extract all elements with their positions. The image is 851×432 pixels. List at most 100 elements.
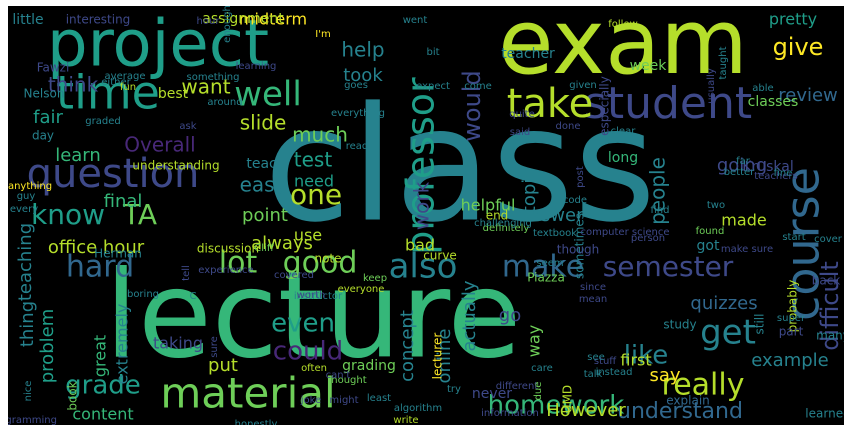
cloud-word: taught: [718, 46, 729, 79]
cloud-word: easy: [240, 173, 287, 197]
cloud-word: stuff: [594, 356, 617, 367]
cloud-word: even: [271, 309, 335, 339]
cloud-word: lecturer: [431, 333, 445, 380]
cloud-word: point: [242, 205, 288, 226]
cloud-word: difficult: [816, 261, 844, 351]
cloud-word: algorithm: [394, 403, 442, 414]
cloud-word: help: [341, 38, 384, 62]
cloud-word: post: [575, 166, 586, 188]
cloud-word: average: [105, 71, 146, 82]
cloud-word: different: [496, 381, 539, 392]
cloud-word: many: [816, 329, 844, 343]
cloud-word: make sure: [721, 244, 773, 255]
cloud-word: either: [101, 77, 131, 88]
cloud-word: challenging: [474, 218, 532, 229]
cloud-word: TA: [122, 198, 157, 231]
cloud-word: extremely: [113, 304, 132, 385]
cloud-word: Herman: [94, 247, 142, 261]
cloud-word: study: [663, 318, 696, 332]
cloud-word: classes: [748, 94, 799, 110]
cloud-word: one: [290, 178, 342, 211]
cloud-word: said: [510, 127, 530, 138]
cloud-word: actually: [459, 280, 480, 351]
cloud-word: say: [649, 365, 680, 386]
cloud-word: cover: [814, 234, 843, 245]
cloud-word: work: [410, 181, 434, 230]
cloud-word: midterm: [239, 10, 307, 29]
cloud-word: given: [569, 80, 597, 91]
cloud-word: information: [481, 408, 539, 419]
cloud-word: part: [779, 325, 804, 339]
cloud-word: found: [696, 226, 725, 237]
cloud-word: made: [721, 211, 766, 230]
cloud-word: boring: [127, 289, 159, 300]
cloud-word: thing: [17, 301, 38, 347]
cloud-word: would: [458, 70, 486, 141]
cloud-word: topic: [519, 169, 540, 213]
cloud-word: quizzes: [690, 293, 757, 314]
cloud-word: might: [329, 395, 358, 406]
cloud-word: review: [778, 85, 838, 106]
cloud-word: like: [624, 341, 669, 371]
cloud-word: instead: [596, 367, 633, 378]
cloud-word: way: [525, 325, 544, 357]
cloud-word: tell: [181, 265, 192, 281]
cloud-word: see: [587, 352, 605, 363]
cloud-word: think: [48, 73, 99, 97]
cloud-word: well: [234, 75, 302, 115]
cloud-word: two: [707, 200, 725, 211]
cloud-word: covered: [274, 270, 314, 281]
cloud-word: test: [294, 148, 333, 172]
cloud-word: fair: [33, 107, 63, 128]
cloud-word: code: [563, 195, 587, 206]
cloud-word: lecture: [105, 247, 522, 386]
cloud-word: note: [314, 252, 341, 266]
cloud-word: everyone: [338, 284, 385, 295]
cloud-word: probably: [786, 280, 800, 333]
cloud-word: want: [181, 75, 230, 99]
cloud-word: C: [190, 291, 197, 302]
cloud-word: honestly: [235, 419, 278, 425]
cloud-word: due: [533, 382, 544, 401]
cloud-word: great: [91, 335, 110, 377]
cloud-word: find: [651, 205, 670, 216]
cloud-word: book: [66, 381, 80, 410]
cloud-word: week: [630, 58, 668, 74]
cloud-word: little: [12, 12, 43, 28]
cloud-word: guy: [17, 191, 36, 202]
cloud-word: people: [646, 157, 670, 225]
cloud-word: course: [776, 167, 830, 321]
cloud-word: hour: [197, 16, 221, 27]
cloud-word: put: [208, 355, 238, 376]
cloud-word: slide: [240, 111, 287, 135]
cloud-word: super: [777, 313, 806, 324]
cloud-word: assignment: [202, 11, 284, 27]
cloud-word: sure: [209, 336, 220, 358]
cloud-word: textbook: [533, 228, 577, 239]
cloud-word: graded: [85, 116, 120, 127]
cloud-word: talk: [584, 369, 603, 380]
cloud-word: joke: [300, 395, 321, 406]
cloud-word: always: [251, 233, 313, 254]
cloud-word: end: [486, 209, 509, 223]
cloud-word: back: [812, 274, 841, 288]
cloud-word: However: [546, 400, 626, 421]
cloud-word: much: [292, 123, 348, 147]
cloud-word: teaching: [15, 223, 36, 301]
cloud-word: often: [301, 363, 327, 374]
cloud-word: really: [662, 368, 745, 403]
cloud-word: Piazza: [527, 271, 565, 285]
cloud-word: nice: [23, 381, 34, 402]
cloud-word: can't: [326, 370, 351, 381]
cloud-word: also: [389, 247, 458, 287]
cloud-word: learned: [805, 407, 844, 421]
cloud-word: explain: [666, 394, 710, 408]
cloud-word: took: [343, 65, 383, 86]
cloud-word: Fawzi: [37, 61, 70, 75]
cloud-word: go: [499, 305, 521, 326]
cloud-word: teach: [246, 156, 285, 172]
cloud-word: though: [557, 243, 599, 257]
word-cloud-canvas: class lecture exam project time course student…: [8, 6, 844, 425]
cloud-word: Kruskal: [742, 159, 793, 175]
